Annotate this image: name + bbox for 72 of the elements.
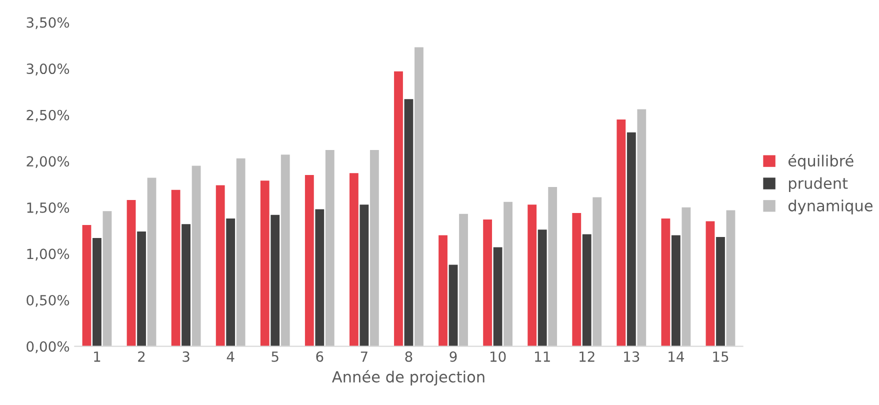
x-tick-label: 15 bbox=[713, 352, 728, 362]
bar bbox=[236, 158, 246, 346]
x-tick-label: 8 bbox=[405, 351, 412, 362]
bar bbox=[171, 190, 180, 346]
bar bbox=[626, 132, 636, 346]
bar bbox=[682, 207, 691, 346]
bar bbox=[350, 173, 358, 346]
bar bbox=[280, 154, 290, 346]
bar bbox=[192, 166, 201, 346]
bar bbox=[102, 211, 112, 346]
bar bbox=[671, 235, 680, 346]
legend-label: prudent bbox=[789, 177, 848, 192]
bar bbox=[325, 150, 334, 346]
bar bbox=[404, 99, 414, 346]
bar bbox=[82, 225, 92, 346]
bar bbox=[637, 109, 646, 346]
y-tick-label: 0,00% bbox=[26, 341, 70, 354]
bar bbox=[493, 247, 502, 346]
y-tick-label: 3,00% bbox=[26, 64, 70, 76]
x-tick-label: 6 bbox=[316, 351, 324, 362]
bar bbox=[216, 185, 225, 346]
x-tick-label: 13 bbox=[624, 351, 640, 362]
bar bbox=[438, 235, 448, 346]
bar bbox=[414, 47, 424, 346]
y-tick-label: 3,50% bbox=[26, 17, 70, 30]
x-tick-label: 12 bbox=[580, 351, 594, 362]
bar bbox=[360, 204, 369, 346]
bar bbox=[394, 71, 403, 346]
x-tick-label: 14 bbox=[668, 352, 684, 362]
bar bbox=[582, 234, 592, 346]
bar bbox=[226, 218, 236, 346]
x-tick-label: 4 bbox=[226, 352, 234, 362]
bar bbox=[661, 218, 670, 346]
bar bbox=[448, 264, 458, 346]
y-tick-label: 0,50% bbox=[26, 294, 70, 307]
x-tick-label: 10 bbox=[490, 351, 506, 362]
y-tick-label: 2,50% bbox=[26, 110, 70, 122]
bar bbox=[616, 119, 626, 346]
x-tick-label: 1 bbox=[94, 352, 100, 362]
bar bbox=[538, 230, 547, 346]
bar bbox=[260, 180, 270, 346]
y-tick-label: 1,50% bbox=[27, 202, 70, 214]
bar bbox=[270, 214, 280, 346]
bar bbox=[370, 150, 379, 346]
x-tick-label: 9 bbox=[450, 351, 457, 362]
bar bbox=[315, 209, 324, 346]
x-tick-label: 5 bbox=[272, 352, 278, 362]
bar bbox=[592, 197, 602, 346]
bar bbox=[548, 187, 558, 346]
bar bbox=[182, 224, 191, 346]
bar bbox=[706, 221, 715, 346]
x-tick-label: 7 bbox=[360, 352, 368, 362]
legend-label: dynamique bbox=[788, 200, 873, 214]
bar bbox=[716, 237, 725, 346]
y-tick-label: 2,00% bbox=[26, 156, 70, 168]
bar bbox=[528, 204, 537, 346]
bar bbox=[304, 175, 314, 346]
x-tick-label: 3 bbox=[182, 351, 190, 362]
bar bbox=[126, 200, 136, 346]
bar bbox=[504, 202, 513, 346]
bar bbox=[92, 238, 102, 346]
x-tick-label: 11 bbox=[535, 352, 550, 362]
x-axis-title: Année de projection bbox=[332, 370, 484, 386]
bar bbox=[147, 178, 156, 346]
bar bbox=[137, 231, 146, 346]
x-tick-label: 2 bbox=[138, 351, 145, 362]
bar bbox=[726, 210, 736, 346]
bar bbox=[459, 214, 468, 346]
bar bbox=[483, 219, 492, 346]
y-tick-label: 1,00% bbox=[27, 248, 70, 261]
legend-label: équilibré bbox=[788, 154, 854, 170]
bar bbox=[572, 212, 582, 346]
